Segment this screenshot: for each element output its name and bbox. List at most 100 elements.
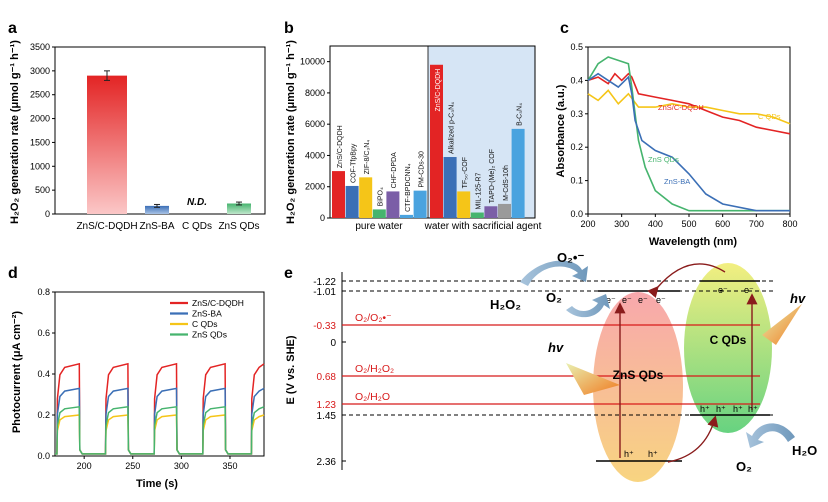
panel-e-hole: h⁺ <box>733 404 743 414</box>
panel-a-ytick-label: 1000 <box>30 161 50 171</box>
panel-a-ytick-label: 3500 <box>30 42 50 52</box>
panel-d-series-line <box>55 387 265 455</box>
panel-c-series-label: ZnS QDs <box>648 155 679 164</box>
panel-a-bar <box>87 75 127 214</box>
panel-b-bar <box>372 209 386 218</box>
panel-e-hv-label: hv <box>790 291 806 306</box>
panel-a-xtick-label: ZnS/C-DQDH <box>76 221 137 232</box>
panel-e-electron-transfer-arrow <box>647 263 726 299</box>
panel-a-ytick-label: 2500 <box>30 90 50 100</box>
panel-d-series-line <box>55 405 265 455</box>
panel-e-level-value: -0.33 <box>313 321 336 332</box>
panel-b-bar-label: CHF-DPDA <box>391 152 398 188</box>
panel-d-xtick-label: 250 <box>125 461 140 471</box>
panel-e-electron: e⁻ <box>638 295 648 305</box>
panel-b-bar <box>386 191 400 218</box>
panel-e-light-zns <box>566 363 620 395</box>
panel-d-series-line <box>55 362 265 455</box>
panel-c-ytick-label: 0.0 <box>570 209 583 219</box>
panel-e-electron: e⁻ <box>656 295 666 305</box>
panel-a-xtick-label: ZnS QDs <box>218 221 259 232</box>
panel-a-xtick-label: C QDs <box>182 221 212 232</box>
panel-b-bar <box>470 212 484 218</box>
panel-c-series-label: C QDs <box>758 112 781 121</box>
panel-e-cqds-ellipse <box>684 263 772 433</box>
panel-letter-d: d <box>8 265 18 282</box>
panel-b-bar-label: MIL-125-R7 <box>476 172 483 209</box>
panel-c-ytick-label: 0.2 <box>570 142 583 152</box>
panel-e-level-label: O₂/O₂•⁻ <box>355 312 392 324</box>
panel-e-band-diagram: E (V vs. SHE) -1.22-1.01 -0.33 O₂/O₂•⁻ 0 0.6… <box>285 250 817 482</box>
panel-a-annotation: N.D. <box>187 197 207 208</box>
panel-c-xlabel: Wavelength (nm) <box>649 236 738 248</box>
panel-letter-c: c <box>560 20 569 37</box>
panel-e-level-value: 0.68 <box>317 372 337 383</box>
panel-e-hole-transfer-arrow <box>667 415 719 463</box>
panel-e-hole: h⁺ <box>748 404 758 414</box>
panel-b-bar-label: Alkalized p-C₃N₄ <box>448 102 455 154</box>
panel-a-bar-chart: H₂O₂ generation rate (μmol g⁻¹ h⁻¹) 0 500… <box>9 40 266 232</box>
panel-d-line-chart: Photocurrent (μA cm⁻²) Time (s) 0.0 0.2 0.… <box>11 287 265 490</box>
panel-b-bar-label: ZnS/C-DQDH <box>435 69 442 112</box>
panel-a-ylabel: H₂O₂ generation rate (μmol g⁻¹ h⁻¹) <box>9 40 21 224</box>
panel-letter-a: a <box>8 20 17 37</box>
panel-c-ytick-label: 0.4 <box>570 75 583 85</box>
panel-b-ylabel: H₂O₂ generation rate (μmol g⁻¹ h⁻¹) <box>285 40 297 224</box>
panel-letters: a b c d e <box>8 20 569 282</box>
panel-c-xtick-label: 300 <box>614 219 629 229</box>
panel-c-series-line <box>587 72 790 212</box>
panel-b-ytick-label: 4000 <box>305 150 325 160</box>
panel-b-bar-label: B-C₃N₄ <box>516 103 523 126</box>
panel-b-bar <box>413 190 427 218</box>
panel-e-level-value: 1.45 <box>317 411 337 422</box>
panel-c-xtick-label: 700 <box>749 219 764 229</box>
panel-b-bar <box>484 206 498 218</box>
panel-e-level-value: 1.23 <box>317 400 337 411</box>
panel-d-legend-label: ZnS/C-DQDH <box>192 298 244 308</box>
panel-b-bar-label: TAPD-(Me)₂ COF <box>489 149 496 203</box>
panel-b-bar-label: ZnS/C-DQDH <box>337 125 344 168</box>
panel-a-frame <box>54 46 266 215</box>
panel-e-level-label: O₂/H₂O₂ <box>355 363 394 375</box>
panel-c-xtick-label: 800 <box>782 219 797 229</box>
panel-b-bar <box>430 64 443 218</box>
panel-e-hole: h⁺ <box>716 404 726 414</box>
panel-e-h2o2-label: H₂O₂ <box>490 297 521 312</box>
panel-e-level-value: -1.22 <box>313 277 336 288</box>
panel-e-ylabel: E (V vs. SHE) <box>285 335 297 404</box>
panel-d-legend-label: C QDs <box>192 319 218 329</box>
panel-e-electron: e⁻ <box>744 285 754 295</box>
panel-b-bar-label: BiPO₄ <box>378 187 385 206</box>
panel-d-xtick-label: 300 <box>174 461 189 471</box>
panel-c-line-chart: Absorbance (a.u.) Wavelength (nm) 0.0 0.1… <box>555 42 798 248</box>
panel-e-cqds-label: C QDs <box>710 333 747 347</box>
panel-e-light-cqds <box>762 304 802 345</box>
panel-c-xtick-label: 600 <box>715 219 730 229</box>
panel-b-ytick-label: 6000 <box>305 119 325 129</box>
panel-c-series-label: ZnS-BA <box>664 177 690 186</box>
panel-d-ytick-label: 0.4 <box>37 369 50 379</box>
panel-d-ytick-label: 0.2 <box>37 410 50 420</box>
panel-b-ytick-label: 0 <box>320 213 325 223</box>
panel-d-series-line <box>55 414 265 455</box>
panel-d-frame <box>54 291 265 457</box>
panel-c-ytick-label: 0.5 <box>570 42 583 52</box>
panel-b-ytick-label: 2000 <box>305 182 325 192</box>
panel-b-bar-chart: H₂O₂ generation rate (μmol g⁻¹ h⁻¹) 0 200… <box>285 40 542 232</box>
panel-c-series-line <box>587 56 790 212</box>
panel-b-bar-label: PM-CDs-30 <box>418 151 425 188</box>
panel-b-bar <box>332 171 345 218</box>
panel-b-bar-label: COF-TfpBpy <box>350 143 357 183</box>
panel-b-bar-label: CTF-BPDCNN₄ <box>405 163 412 211</box>
panel-c-frame <box>587 46 791 215</box>
panel-c-xtick-label: 400 <box>648 219 663 229</box>
panel-b-ytick-label: 10000 <box>300 57 325 67</box>
panel-b-bar-label: ZIF-8/C₃N₄ <box>364 140 371 175</box>
panel-e-level-value: 0 <box>330 338 336 349</box>
panel-e-h2o-label: H₂O <box>792 443 817 458</box>
panel-c-series-label: ZnS/C-DQDH <box>658 103 704 112</box>
panel-a-ytick-label: 2000 <box>30 114 50 124</box>
panel-c-series-line <box>587 72 791 135</box>
panel-e-water-oxidation-arrow <box>746 423 795 448</box>
